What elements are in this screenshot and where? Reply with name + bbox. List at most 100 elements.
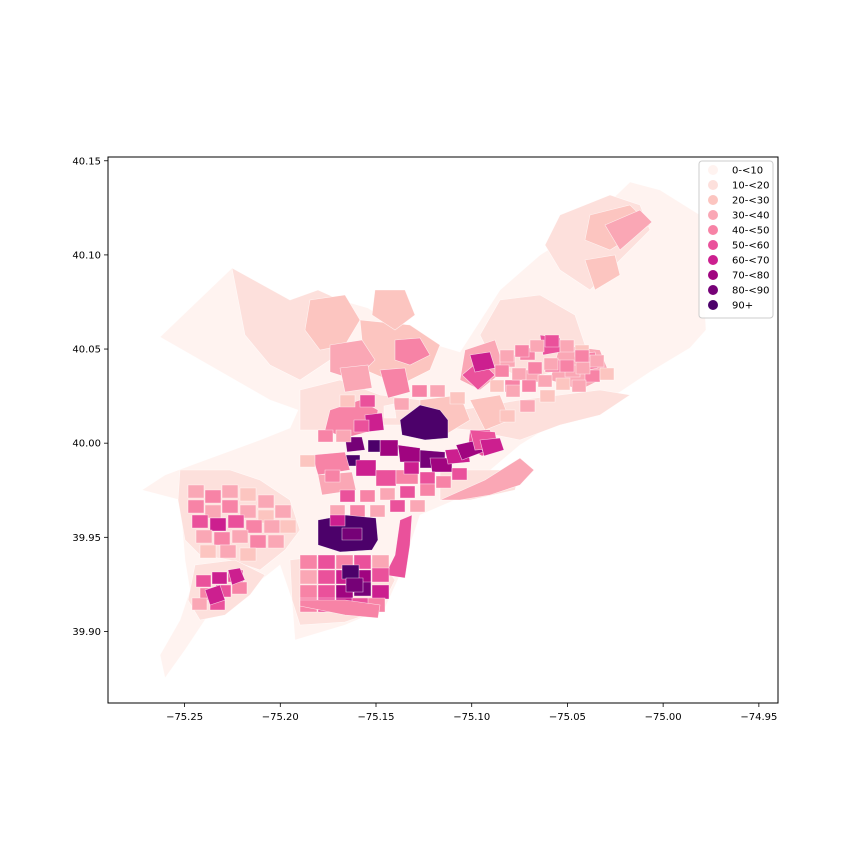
legend-marker bbox=[708, 195, 718, 205]
legend-label: 30-<40 bbox=[732, 211, 769, 222]
tract-region-139 bbox=[227, 567, 246, 586]
tract-region-108 bbox=[239, 487, 257, 502]
map-regions bbox=[141, 181, 707, 679]
tract-region-81 bbox=[329, 514, 346, 527]
tract-region-103 bbox=[345, 577, 364, 593]
tract-region-52 bbox=[339, 489, 356, 503]
tract-region-46 bbox=[335, 429, 352, 443]
tract-region-23 bbox=[394, 337, 431, 366]
tract-region-102 bbox=[341, 564, 360, 580]
tract-region-61 bbox=[409, 499, 426, 513]
tract-region-121 bbox=[279, 519, 297, 534]
y-tick-label: 40.05 bbox=[72, 345, 101, 356]
tract-region-58 bbox=[349, 504, 366, 518]
tract-region-72 bbox=[539, 389, 556, 403]
tract-region-59 bbox=[369, 504, 386, 518]
north-core-region bbox=[399, 404, 449, 441]
tract-region-64 bbox=[359, 394, 376, 408]
legend-marker bbox=[708, 240, 718, 250]
tract-region-147 bbox=[511, 367, 527, 381]
x-tick-label: −74.95 bbox=[740, 712, 777, 723]
tract-region-152 bbox=[489, 379, 505, 393]
tract-region-144 bbox=[559, 339, 575, 353]
tract-region-82 bbox=[299, 554, 318, 570]
river-edge-region bbox=[384, 514, 413, 579]
legend-label: 80-<90 bbox=[732, 286, 769, 297]
tract-region-43 bbox=[375, 469, 397, 487]
tract-region-141 bbox=[514, 344, 530, 358]
tract-region-126 bbox=[267, 534, 285, 549]
legend-marker bbox=[708, 285, 718, 295]
tract-region-51 bbox=[451, 467, 468, 481]
tract-region-40 bbox=[311, 451, 351, 476]
tract-region-130 bbox=[195, 574, 212, 588]
tract-region-104 bbox=[299, 599, 381, 619]
legend-label: 60-<70 bbox=[732, 256, 769, 267]
tract-region-88 bbox=[317, 569, 336, 585]
tract-region-109 bbox=[257, 494, 275, 509]
tract-region-19 bbox=[371, 289, 416, 331]
tract-region-96 bbox=[371, 584, 390, 600]
legend-label: 70-<80 bbox=[732, 271, 769, 282]
tract-region-50 bbox=[435, 475, 452, 489]
tract-region-22 bbox=[339, 364, 373, 393]
tract-region-69 bbox=[449, 391, 466, 405]
tract-region-15 bbox=[584, 254, 621, 291]
tract-region-125 bbox=[249, 534, 267, 549]
tract-region-31 bbox=[379, 439, 399, 457]
tract-region-117 bbox=[209, 517, 227, 532]
legend-marker bbox=[708, 270, 718, 280]
tract-region-148 bbox=[527, 361, 543, 375]
legend-marker bbox=[708, 180, 718, 190]
x-tick-label: −75.10 bbox=[453, 712, 490, 723]
legend-label: 10-<20 bbox=[732, 181, 769, 192]
tract-region-136 bbox=[191, 597, 208, 611]
tract-region-42 bbox=[355, 459, 377, 477]
tract-region-128 bbox=[219, 544, 237, 559]
tract-region-127 bbox=[199, 544, 217, 559]
tract-region-80 bbox=[341, 527, 363, 541]
x-tick-label: −75.00 bbox=[645, 712, 682, 723]
tract-region-158 bbox=[574, 349, 590, 363]
legend-label: 20-<30 bbox=[732, 196, 769, 207]
tract-region-156 bbox=[555, 377, 571, 391]
tract-region-45 bbox=[317, 429, 334, 443]
y-tick-label: 40.00 bbox=[72, 439, 101, 450]
tract-region-149 bbox=[543, 357, 559, 371]
tract-region-112 bbox=[221, 499, 239, 514]
legend-label: 40-<50 bbox=[732, 226, 769, 237]
tract-region-49 bbox=[419, 471, 436, 485]
tract-region-120 bbox=[263, 519, 281, 534]
tract-region-146 bbox=[494, 364, 510, 378]
x-tick-label: −75.20 bbox=[262, 712, 299, 723]
tract-region-63 bbox=[299, 454, 316, 468]
tract-region-150 bbox=[559, 359, 575, 373]
legend-marker bbox=[708, 165, 718, 175]
legend-marker bbox=[708, 255, 718, 265]
tract-region-116 bbox=[191, 514, 209, 529]
tract-region-55 bbox=[399, 485, 416, 499]
y-axis: 39.90 39.95 40.00 40.05 40.10 40.15 bbox=[72, 156, 108, 638]
tract-region-159 bbox=[589, 354, 605, 368]
tract-region-135 bbox=[231, 581, 248, 595]
tract-region-62 bbox=[324, 469, 341, 483]
x-axis: −75.25 −75.20 −75.15 −75.10 −75.05 −75.00 −74.… bbox=[166, 703, 777, 723]
tract-region-129 bbox=[239, 547, 257, 562]
tract-region-122 bbox=[195, 529, 213, 544]
tract-region-14 bbox=[604, 209, 653, 251]
tract-region-91 bbox=[371, 567, 390, 583]
y-tick-label: 40.10 bbox=[72, 250, 101, 261]
tract-region-157 bbox=[571, 379, 587, 393]
tract-region-138 bbox=[204, 584, 226, 606]
legend-label: 0-<10 bbox=[732, 166, 763, 177]
tract-region-107 bbox=[221, 484, 239, 499]
tract-region-48 bbox=[403, 461, 420, 475]
tract-region-21 bbox=[379, 367, 411, 399]
tract-region-71 bbox=[519, 399, 536, 413]
tract-region-93 bbox=[317, 584, 336, 600]
legend: 0-<10 10-<20 20-<30 30-<40 40-<50 50-<60 60-<7… bbox=[698, 160, 774, 319]
tract-region-154 bbox=[521, 379, 537, 393]
legend-label: 90+ bbox=[732, 301, 753, 312]
no-data-gap bbox=[383, 403, 397, 419]
